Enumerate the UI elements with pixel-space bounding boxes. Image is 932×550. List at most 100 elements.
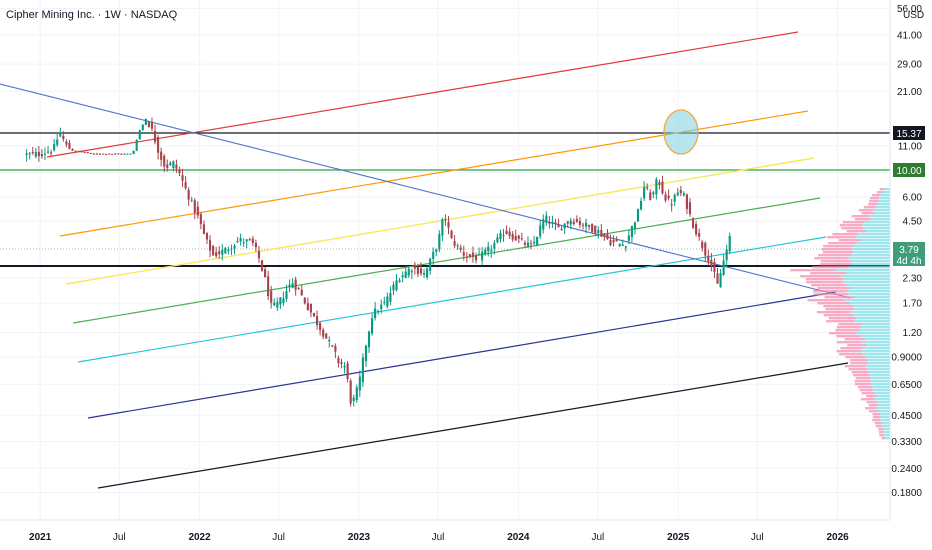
candle [474, 252, 478, 264]
candle [71, 148, 74, 151]
volume-bar-down [832, 233, 859, 236]
candle [315, 310, 319, 330]
volume-bar-up [855, 242, 890, 245]
volume-bar-down [836, 326, 861, 329]
candle [377, 309, 380, 315]
volume-bar-down [821, 248, 853, 251]
candle [484, 247, 487, 256]
candle [615, 236, 618, 242]
candle [545, 211, 548, 227]
candle [251, 235, 254, 247]
candle [270, 285, 273, 309]
candle [566, 220, 569, 228]
candle [147, 120, 150, 128]
volume-bar-up [870, 218, 890, 221]
volume-bar-up [885, 437, 890, 440]
candle [120, 153, 123, 155]
candles-group [25, 117, 731, 407]
volume-bar-down [869, 410, 879, 413]
candle [447, 216, 450, 235]
volume-bar-up [867, 368, 890, 371]
level-high-badge-text: 15.37 [896, 129, 921, 140]
volume-bar-down [875, 425, 883, 428]
candle [193, 198, 196, 220]
green-channel-line[interactable] [72, 197, 821, 324]
candle [481, 247, 484, 266]
volume-bar-down [807, 299, 845, 302]
candle [163, 153, 166, 173]
volume-bar-up [883, 431, 890, 434]
volume-bar-down [878, 428, 884, 431]
volume-bar-down [838, 323, 862, 326]
black-channel-line[interactable] [97, 362, 849, 489]
volume-bar-down [836, 335, 861, 338]
volume-bar-down [827, 236, 856, 239]
candle [722, 254, 725, 276]
target-ellipse[interactable] [663, 109, 699, 155]
chart-title: Cipher Mining Inc. · 1W · NASDAQ [6, 9, 178, 21]
candle [441, 217, 444, 242]
cyan-channel-line[interactable] [77, 236, 827, 363]
candle [569, 217, 572, 230]
candle [175, 159, 178, 173]
candle [361, 353, 364, 387]
volume-bar-up [862, 224, 890, 227]
candle [230, 244, 233, 256]
candle [169, 161, 172, 166]
time-axis[interactable]: 2021 Jul 2022 Jul 2023 Jul 2024 Jul 2025 Jul 2026 [29, 532, 849, 543]
price-tick-label: 0.3300 [891, 437, 922, 448]
price-tick-label: 11.00 [898, 141, 923, 152]
volume-bar-up [870, 383, 890, 386]
candle [502, 228, 505, 242]
candle [157, 134, 160, 160]
candle [117, 153, 120, 155]
volume-bar-up [861, 323, 890, 326]
candle [529, 239, 533, 250]
candle [410, 268, 413, 279]
candle [713, 257, 716, 279]
volume-bar-up [864, 221, 890, 224]
candle [59, 127, 62, 138]
candle [285, 284, 288, 302]
red-channel-line[interactable] [46, 31, 799, 158]
volume-bar-up [868, 362, 890, 365]
volume-bar-down [872, 194, 881, 197]
candle [471, 246, 475, 263]
candle [487, 241, 490, 257]
volume-bar-down [825, 320, 855, 323]
volume-bar-down [825, 308, 855, 311]
candle [80, 151, 83, 153]
candle [426, 266, 429, 280]
candle [46, 145, 50, 154]
candle [65, 139, 68, 148]
candle [43, 147, 47, 161]
yellow-channel-line[interactable] [65, 157, 815, 285]
volume-bar-down [844, 338, 866, 341]
candle [444, 214, 447, 227]
candle [704, 241, 707, 262]
volume-bar-up [876, 407, 890, 410]
candle [508, 227, 511, 239]
volume-bar-up [850, 287, 890, 290]
price-tick-label: 2.30 [903, 273, 923, 284]
volume-bar-down [860, 398, 874, 401]
candle [239, 233, 242, 246]
candle [74, 150, 77, 152]
volume-bar-up [866, 344, 890, 347]
volume-bar-up [873, 398, 890, 401]
candle [413, 261, 416, 275]
navy-channel-line[interactable] [87, 291, 837, 419]
candle [597, 226, 600, 239]
candle [419, 262, 423, 276]
candle [196, 201, 199, 219]
volume-bar-down [879, 188, 885, 191]
volume-bar-up [880, 194, 890, 197]
candle [578, 216, 582, 229]
volume-bar-up [881, 422, 890, 425]
candle [83, 151, 86, 154]
volume-bar-up [876, 395, 890, 398]
volume-bar-up [851, 260, 890, 263]
candle [98, 153, 102, 155]
volume-bar-up [880, 419, 890, 422]
